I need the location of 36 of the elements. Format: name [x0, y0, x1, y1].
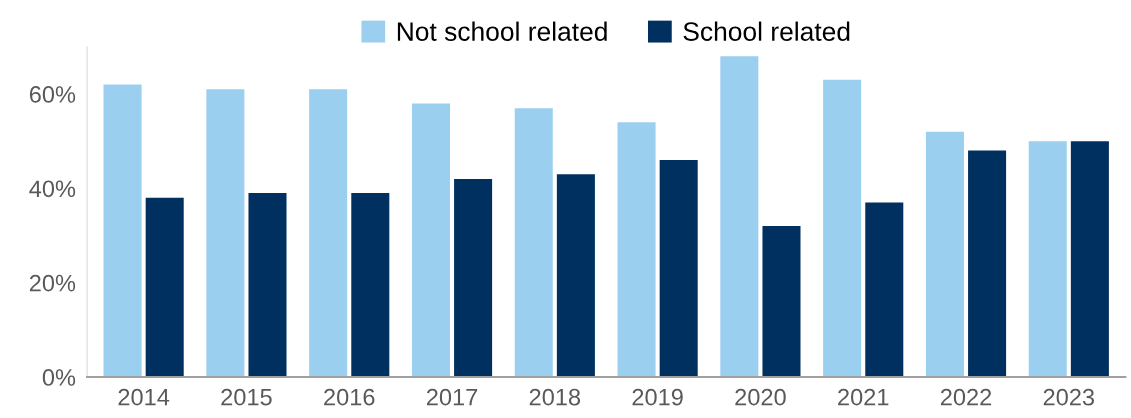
x-tick-label: 2021	[838, 388, 889, 406]
bar	[659, 160, 698, 378]
y-tick-label: 0%	[42, 369, 76, 386]
x-tick-label: 2014	[118, 388, 170, 406]
x-tick-label: 2018	[529, 388, 581, 406]
y-tick-label: 40%	[29, 180, 76, 198]
bar	[556, 174, 595, 378]
y-tick-label: 20%	[29, 274, 76, 292]
bar	[617, 122, 656, 378]
legend-label: School related	[683, 21, 850, 41]
bar	[351, 193, 390, 378]
bar	[411, 103, 450, 378]
bar	[514, 108, 553, 378]
x-tick-label: 2016	[324, 388, 375, 406]
bar	[1070, 141, 1109, 378]
bar	[454, 178, 493, 378]
bar	[103, 84, 142, 378]
legend-label: Not school related	[397, 21, 607, 41]
x-tick-label: 2022	[940, 388, 992, 406]
x-tick-label: 2023	[1043, 388, 1095, 406]
bar	[865, 202, 904, 378]
bar	[145, 197, 184, 378]
bar	[968, 150, 1007, 378]
y-tick-label: 60%	[29, 86, 76, 103]
x-tick-label: 2019	[632, 388, 683, 406]
bar	[206, 89, 245, 378]
bar	[309, 89, 348, 378]
x-tick-label: 2017	[426, 388, 478, 406]
bar	[248, 193, 287, 378]
bar	[720, 56, 759, 378]
bar	[925, 131, 964, 378]
x-tick-label: 2015	[221, 388, 272, 406]
bar	[823, 79, 862, 378]
bar	[762, 226, 801, 378]
bar	[1028, 141, 1067, 378]
x-tick-label: 2020	[735, 388, 786, 406]
